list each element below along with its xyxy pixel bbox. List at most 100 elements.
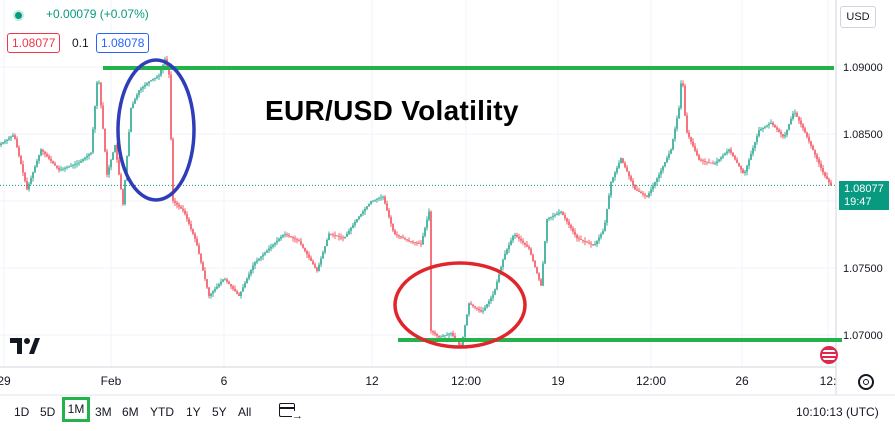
candle-body	[536, 267, 538, 274]
candle-body	[218, 284, 220, 287]
candle-body	[768, 124, 770, 126]
candle-body	[252, 265, 254, 270]
candle-body	[32, 172, 34, 179]
candle-body	[496, 281, 498, 290]
candle-body	[28, 183, 30, 190]
candle-body	[280, 236, 282, 239]
candle-body	[660, 170, 662, 175]
candle-body	[806, 132, 808, 137]
candle-body	[322, 252, 324, 259]
candle-body	[694, 146, 696, 151]
candle-body	[808, 136, 810, 142]
candle-body	[382, 196, 384, 198]
candle-body	[74, 164, 76, 166]
candle-body	[288, 235, 290, 237]
candle-body	[502, 259, 504, 268]
time-tick-label: 6	[221, 374, 228, 388]
candle-body	[814, 150, 816, 155]
range-button-1m[interactable]: 1M	[62, 397, 90, 422]
candle-body	[772, 122, 774, 126]
candle-body	[278, 238, 280, 241]
candle-body	[828, 179, 830, 183]
range-button-all[interactable]: All	[238, 405, 252, 419]
price-change: +0.00079 (+0.07%)	[46, 7, 149, 21]
currency-selector[interactable]: USD	[840, 6, 876, 28]
candle-body	[68, 166, 70, 168]
candle-body	[608, 195, 610, 210]
candle-body	[568, 221, 570, 225]
range-button-3m[interactable]: 3M	[95, 405, 112, 419]
candle-body	[206, 279, 208, 288]
candle-body	[830, 182, 832, 186]
candle-body	[264, 252, 266, 255]
candle-body	[372, 200, 374, 202]
candle-body	[816, 154, 818, 160]
candle-body	[782, 134, 784, 137]
candle-body	[736, 159, 738, 163]
range-button-1d[interactable]: 1D	[14, 405, 30, 419]
candle-body	[650, 189, 652, 194]
candle-body	[84, 157, 86, 160]
candle-body	[234, 288, 236, 292]
candle-body	[678, 108, 680, 119]
bid-price-box[interactable]: 1.08077	[7, 33, 61, 53]
price-tick-label: 1.08500	[843, 129, 883, 141]
range-button-1y[interactable]: 1Y	[186, 405, 201, 419]
candle-body	[746, 165, 748, 172]
candle-body	[610, 182, 612, 196]
candle-body	[556, 213, 558, 215]
candle-body	[606, 209, 608, 223]
tradingview-logo-icon[interactable]	[10, 338, 40, 354]
candle-body	[620, 158, 622, 164]
candle-body	[380, 197, 382, 199]
candle-body	[750, 153, 752, 160]
usd-flag-icon[interactable]	[820, 346, 838, 364]
candle-body	[62, 168, 64, 170]
ask-price-box[interactable]: 1.08078	[96, 33, 150, 53]
range-button-5y[interactable]: 5Y	[212, 405, 227, 419]
candle-body	[330, 233, 332, 235]
candle-body	[132, 103, 134, 109]
range-button-ytd[interactable]: YTD	[150, 405, 174, 419]
candle-body	[124, 180, 126, 205]
candle-body	[110, 159, 112, 168]
candle-body	[644, 194, 646, 196]
candle-body	[344, 236, 346, 238]
candle-body	[8, 138, 10, 140]
range-button-6m[interactable]: 6M	[122, 405, 139, 419]
candle-body	[418, 243, 420, 244]
candle-body	[192, 228, 194, 234]
candle-body	[640, 191, 642, 194]
chart-grid	[0, 0, 836, 367]
candle-body	[172, 139, 174, 201]
candle-body	[792, 113, 794, 119]
settings-icon[interactable]	[858, 374, 874, 390]
candle-body	[200, 253, 202, 263]
time-tick-label: 19	[551, 374, 565, 388]
candle-body	[522, 240, 524, 243]
candle-body	[550, 216, 552, 218]
calendar-goto-icon[interactable]	[279, 403, 303, 422]
candle-body	[742, 169, 744, 173]
candle-body	[706, 161, 708, 163]
candle-body	[310, 257, 312, 261]
utc-clock[interactable]: 10:10:13 (UTC)	[796, 405, 879, 419]
candle-body	[348, 230, 350, 234]
candle-body	[430, 211, 432, 331]
candle-body	[158, 75, 160, 77]
candle-body	[96, 82, 98, 106]
candle-body	[810, 141, 812, 146]
candle-body	[796, 112, 798, 117]
candle-body	[558, 212, 560, 214]
candle-body	[366, 206, 368, 209]
candle-body	[394, 230, 396, 235]
time-tick-label: Feb	[101, 374, 122, 388]
candle-body	[648, 193, 650, 197]
candle-body	[362, 211, 364, 214]
candle-body	[630, 176, 632, 181]
candle-body	[764, 126, 766, 128]
range-button-5d[interactable]: 5D	[40, 405, 56, 419]
candle-body	[370, 201, 372, 204]
candle-body	[326, 239, 328, 247]
